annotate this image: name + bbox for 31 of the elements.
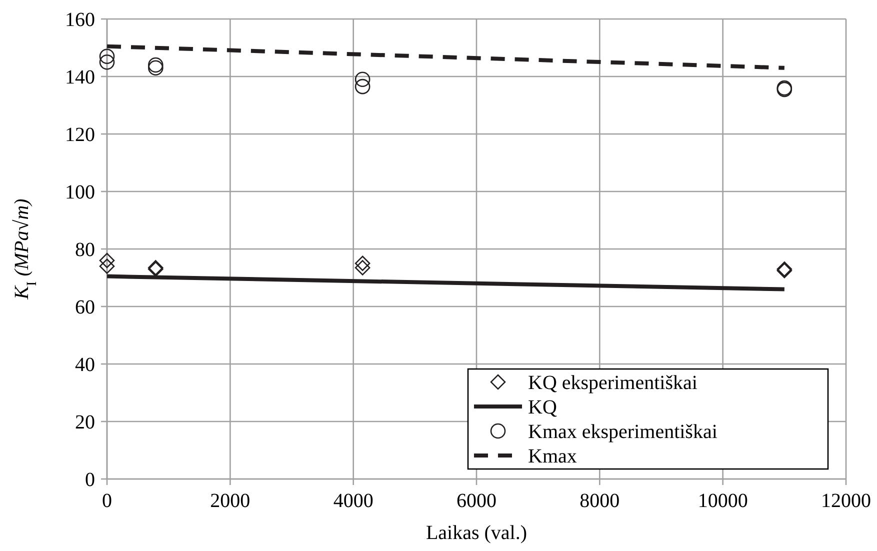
point — [354, 72, 370, 88]
x-tick-label: 0 — [102, 490, 112, 512]
x-tick-label: 2000 — [210, 490, 250, 512]
x-tick-label: 10000 — [698, 490, 748, 512]
y-tick-label: 80 — [75, 239, 95, 261]
y-tick-label: 100 — [65, 182, 95, 204]
legend-label: Kmax eksperimentiškai — [528, 421, 718, 443]
legend-label: KQ eksperimentiškai — [528, 372, 698, 394]
x-tick-label: 8000 — [580, 490, 620, 512]
x-tick-label: 12000 — [821, 490, 871, 512]
point — [148, 60, 164, 76]
y-tick-label: 160 — [65, 9, 95, 31]
y-tick-label: 140 — [65, 66, 95, 88]
legend-label: Kmax — [528, 446, 577, 468]
point — [354, 256, 370, 272]
x-tick-label: 6000 — [456, 490, 496, 512]
y-tick-label: 60 — [75, 296, 95, 318]
point — [99, 54, 115, 70]
point — [99, 48, 115, 64]
y-tick-label: 0 — [85, 469, 95, 491]
legend-label: KQ — [528, 396, 558, 418]
point — [354, 260, 370, 276]
y-tick-label: 40 — [75, 354, 95, 376]
point — [354, 78, 370, 94]
x-axis-title: Laikas (val.) — [426, 522, 528, 544]
point — [99, 258, 115, 274]
y-tick-label: 20 — [75, 412, 95, 434]
point — [148, 57, 164, 73]
point — [99, 252, 115, 268]
x-tick-label: 4000 — [333, 490, 374, 512]
y-tick-label: 120 — [65, 124, 95, 146]
